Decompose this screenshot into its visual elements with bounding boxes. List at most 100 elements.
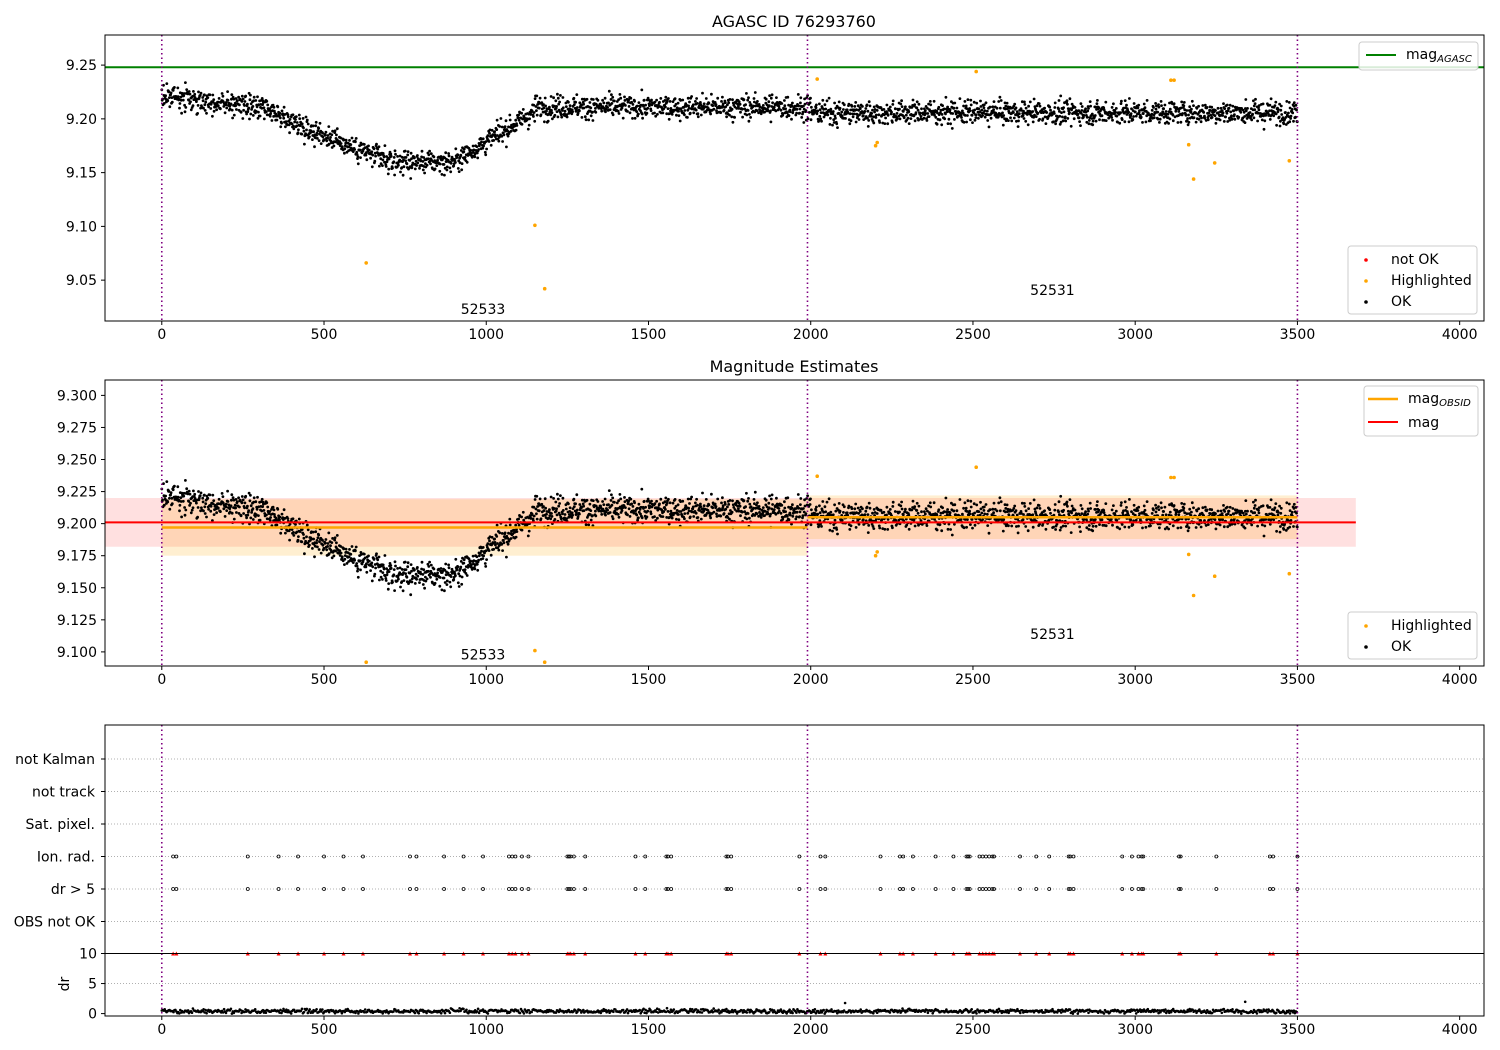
ok-point: [743, 510, 747, 514]
ok-point: [816, 109, 820, 113]
ok-point: [1246, 107, 1249, 110]
ok-point: [591, 98, 595, 101]
ok-point: [881, 527, 885, 530]
ok-point: [1226, 109, 1230, 112]
ok-point: [1052, 112, 1056, 115]
ok-point: [834, 116, 837, 120]
ok-point: [916, 511, 920, 515]
ok-point: [447, 563, 450, 567]
ok-point: [462, 150, 466, 154]
ok-point: [737, 509, 741, 513]
ok-point: [381, 152, 385, 155]
ok-point: [190, 508, 194, 512]
ok-point: [1017, 112, 1021, 116]
ok-point: [481, 137, 485, 141]
ok-point: [719, 111, 723, 114]
ok-point: [321, 543, 325, 547]
ok-point: [962, 526, 966, 530]
ok-point: [543, 497, 547, 501]
ok-point: [943, 117, 947, 121]
ok-point: [873, 108, 877, 111]
ok-point: [188, 504, 192, 507]
ok-point: [722, 512, 726, 515]
ok-point: [170, 502, 174, 506]
ok-point: [687, 106, 691, 110]
ok-point: [311, 124, 315, 128]
ok-point: [1294, 103, 1298, 107]
ok-point: [349, 552, 353, 556]
ok-point: [854, 526, 858, 529]
ok-point: [322, 138, 326, 142]
ok-point: [1144, 120, 1148, 124]
ok-point: [774, 109, 778, 113]
ok-point: [893, 510, 897, 513]
ok-point: [246, 110, 250, 114]
ok-point: [1086, 109, 1090, 113]
ok-point: [300, 132, 304, 136]
ok-point: [903, 510, 907, 513]
ok-point: [553, 104, 556, 108]
ok-point: [540, 502, 544, 506]
ok-point: [663, 500, 667, 504]
ok-point: [425, 163, 429, 167]
ok-point: [861, 105, 864, 108]
ok-point: [890, 110, 893, 114]
ok-point: [653, 111, 656, 115]
ok-point: [398, 154, 402, 158]
ok-point: [240, 94, 244, 98]
ok-point: [1123, 120, 1127, 124]
ok-point: [731, 98, 734, 102]
ok-point: [1070, 511, 1073, 515]
ok-point: [948, 108, 952, 112]
panel1-obsid-label-52531: 52531: [1030, 283, 1075, 299]
ok-point: [809, 497, 812, 501]
ok-point: [769, 497, 773, 501]
ok-point: [645, 111, 649, 115]
ok-point: [775, 96, 778, 99]
ok-point: [842, 505, 846, 509]
ok-point: [494, 135, 497, 139]
ok-point: [1292, 119, 1295, 123]
ok-point: [304, 539, 307, 543]
ok-point: [477, 558, 480, 562]
ok-point: [381, 164, 384, 168]
ok-point: [696, 112, 700, 116]
ok-point: [176, 95, 180, 98]
ok-point: [432, 155, 436, 159]
ok-point: [208, 93, 212, 97]
ok-point: [240, 501, 244, 505]
ok-point: [185, 88, 189, 91]
ok-point: [991, 507, 995, 511]
ok-point: [1210, 116, 1214, 119]
ok-point: [435, 164, 439, 168]
ok-point: [208, 493, 212, 497]
ok-point: [753, 514, 757, 517]
ok-point: [550, 512, 553, 515]
ok-point: [1131, 118, 1135, 122]
ok-point: [1084, 107, 1087, 111]
ok-point: [801, 110, 805, 114]
ok-point: [574, 100, 577, 104]
ok-point: [745, 113, 749, 117]
ok-point: [968, 107, 971, 110]
ok-point: [893, 107, 897, 111]
ok-point: [292, 534, 296, 537]
ok-point: [485, 558, 488, 561]
ok-point: [273, 513, 276, 516]
ok-point: [1160, 104, 1163, 107]
ok-point: [495, 128, 499, 132]
ok-point: [1070, 504, 1074, 508]
ok-point: [502, 538, 505, 542]
ok-point: [626, 513, 629, 517]
ok-point: [475, 151, 479, 155]
ok-point: [217, 100, 221, 104]
ok-point: [182, 92, 186, 95]
ok-point: [427, 157, 430, 161]
ok-point: [500, 532, 504, 535]
ok-point: [561, 96, 565, 99]
ok-point: [813, 109, 817, 112]
ok-point: [935, 513, 939, 516]
ok-point: [467, 146, 471, 150]
ok-point: [515, 124, 519, 127]
ok-point: [230, 498, 233, 502]
